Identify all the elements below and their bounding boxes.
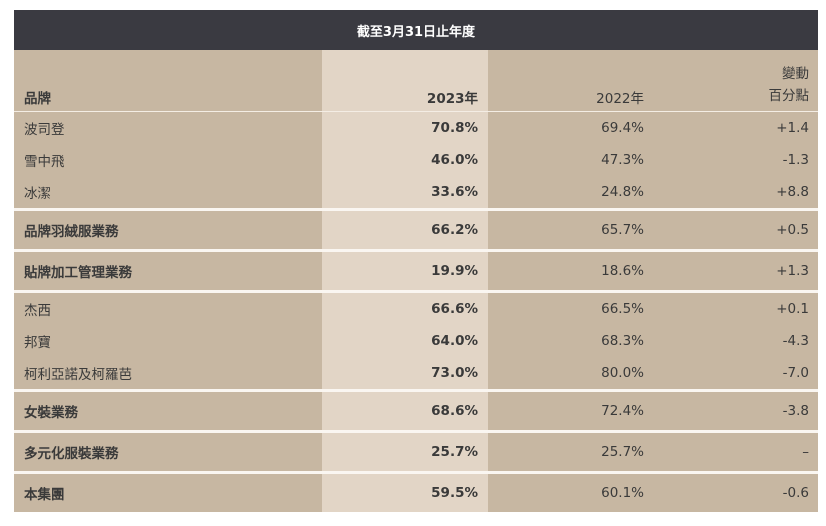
value-2023: 25.7% xyxy=(431,444,478,460)
value-2022: 24.8% xyxy=(601,184,644,200)
value-2023: 19.9% xyxy=(431,263,478,279)
table-row: 女裝業務 68.6% 72.4% -3.8 xyxy=(14,392,818,430)
group-separator xyxy=(14,208,818,211)
value-2023: 59.5% xyxy=(431,485,478,501)
table-row: 冰潔 33.6% 24.8% +8.8 xyxy=(14,176,818,208)
table-row: 柯利亞諾及柯羅芭 73.0% 80.0% -7.0 xyxy=(14,357,818,389)
value-2022: 80.0% xyxy=(601,365,644,381)
value-change: +0.5 xyxy=(776,222,809,238)
value-2023: 70.8% xyxy=(431,120,478,136)
value-change: -3.8 xyxy=(782,403,809,419)
table-header: 品牌 2023年 2022年 變動 百分點 xyxy=(14,50,818,112)
header-brand: 品牌 xyxy=(24,91,51,107)
table-row: 本集團 59.5% 60.1% -0.6 xyxy=(14,474,818,512)
value-change: +8.8 xyxy=(776,184,809,200)
table-row: 杰西 66.6% 66.5% +0.1 xyxy=(14,293,818,325)
value-change: +1.3 xyxy=(776,263,809,279)
value-change: -0.6 xyxy=(782,485,809,501)
value-change: -7.0 xyxy=(782,365,809,381)
value-2022: 47.3% xyxy=(601,152,644,168)
row-label: 柯利亞諾及柯羅芭 xyxy=(24,367,132,383)
value-change: +0.1 xyxy=(776,301,809,317)
row-label: 雪中飛 xyxy=(24,154,65,170)
value-2023: 66.2% xyxy=(431,222,478,238)
row-label: 本集團 xyxy=(24,487,65,503)
row-label: 貼牌加工管理業務 xyxy=(24,265,132,281)
header-2022: 2022年 xyxy=(596,91,644,107)
value-change: -4.3 xyxy=(782,333,809,349)
table-row: 品牌羽絨服業務 66.2% 65.7% +0.5 xyxy=(14,211,818,249)
value-2023: 68.6% xyxy=(431,403,478,419)
highlight-column-2023 xyxy=(322,50,488,512)
value-2023: 33.6% xyxy=(431,184,478,200)
header-change-line1: 變動 xyxy=(782,66,809,82)
table-row: 波司登 70.8% 69.4% +1.4 xyxy=(14,112,818,144)
value-2022: 60.1% xyxy=(601,485,644,501)
row-label: 多元化服裝業務 xyxy=(24,446,119,462)
value-2022: 25.7% xyxy=(601,444,644,460)
table-body: 品牌 2023年 2022年 變動 百分點 波司登 70.8% 69.4% +1.4 雪… xyxy=(14,50,818,512)
header-change: 變動 百分點 xyxy=(654,50,810,111)
value-2022: 69.4% xyxy=(601,120,644,136)
table-row: 雪中飛 46.0% 47.3% -1.3 xyxy=(14,144,818,176)
value-change: -1.3 xyxy=(782,152,809,168)
row-label: 波司登 xyxy=(24,122,65,138)
group-separator xyxy=(14,430,818,433)
row-label: 女裝業務 xyxy=(24,405,78,421)
gross-margin-table: 截至3月31日止年度 品牌 2023年 2022年 變動 百分點 波司登 70.8… xyxy=(14,10,818,512)
group-separator xyxy=(14,389,818,392)
value-2022: 68.3% xyxy=(601,333,644,349)
row-label: 品牌羽絨服業務 xyxy=(24,224,119,240)
row-label: 邦寶 xyxy=(24,335,51,351)
value-2022: 18.6% xyxy=(601,263,644,279)
header-2023: 2023年 xyxy=(426,91,478,107)
header-change-line2: 百分點 xyxy=(768,88,810,104)
row-label: 冰潔 xyxy=(24,186,51,202)
value-2022: 65.7% xyxy=(601,222,644,238)
value-2022: 66.5% xyxy=(601,301,644,317)
value-2023: 66.6% xyxy=(431,301,478,317)
value-2023: 73.0% xyxy=(431,365,478,381)
table-row: 多元化服裝業務 25.7% 25.7% – xyxy=(14,433,818,471)
table-row: 邦寶 64.0% 68.3% -4.3 xyxy=(14,325,818,357)
year-banner: 截至3月31日止年度 xyxy=(14,10,818,50)
row-label: 杰西 xyxy=(24,303,51,319)
group-separator xyxy=(14,290,818,293)
value-2022: 72.4% xyxy=(601,403,644,419)
group-separator xyxy=(14,249,818,252)
group-separator xyxy=(14,471,818,474)
table-row: 貼牌加工管理業務 19.9% 18.6% +1.3 xyxy=(14,252,818,290)
value-change: – xyxy=(802,444,809,460)
value-change: +1.4 xyxy=(776,120,809,136)
value-2023: 46.0% xyxy=(431,152,478,168)
value-2023: 64.0% xyxy=(431,333,478,349)
